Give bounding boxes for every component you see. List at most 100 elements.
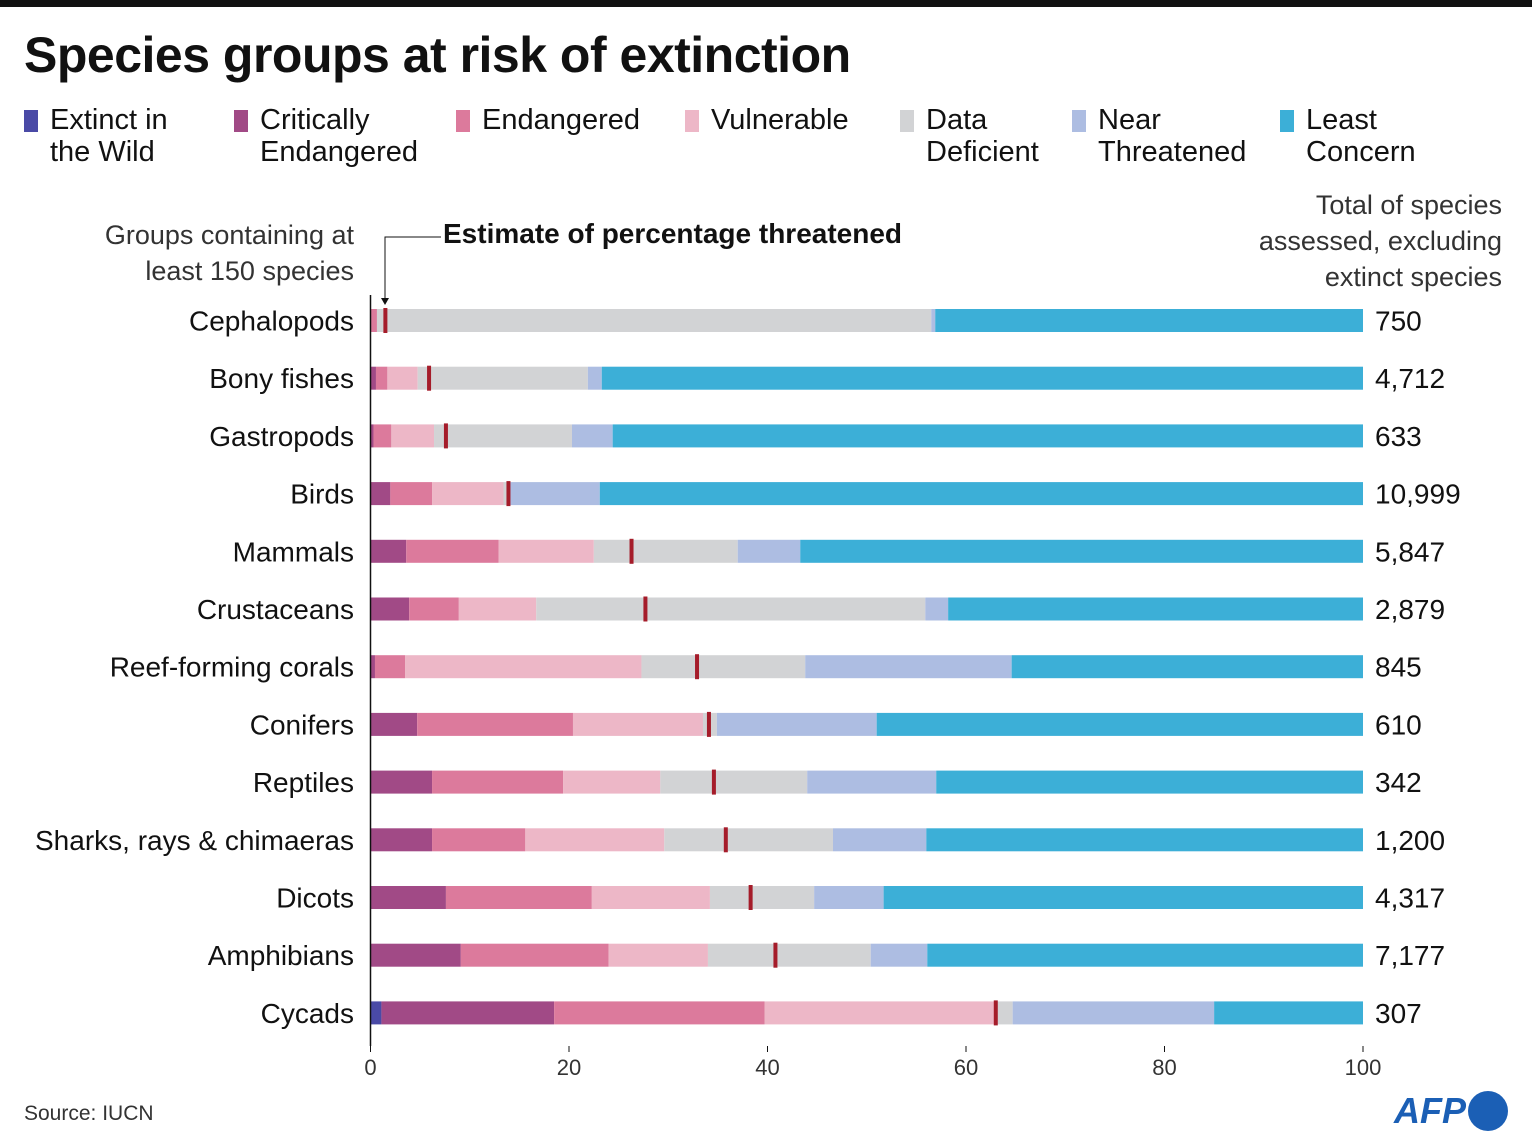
total-value: 750: [1375, 306, 1422, 337]
bar-segment: [608, 943, 708, 967]
total-value: 633: [1375, 421, 1422, 452]
bar-segment: [1214, 1001, 1363, 1025]
threatened-marker: [629, 538, 634, 564]
bar-segment: [563, 770, 661, 794]
category-label: Bony fishes: [209, 363, 354, 394]
bar-segment: [525, 828, 665, 852]
threatened-marker: [506, 481, 511, 507]
threatened-marker: [773, 942, 778, 968]
threatened-marker: [993, 1000, 998, 1026]
bar-segment: [434, 424, 572, 448]
total-value: 342: [1375, 767, 1422, 798]
bar-segment: [599, 482, 1363, 506]
bar-segment: [405, 655, 642, 679]
bar-segment: [390, 482, 433, 506]
legend-item-critically-endangered: Critically Endangered: [234, 104, 430, 168]
bar-segment: [374, 655, 406, 679]
legend-label: Least Concern: [1306, 104, 1416, 168]
threatened-marker: [723, 827, 728, 853]
bar-segment: [370, 770, 433, 794]
chart-title: Species groups at risk of extinction: [24, 27, 851, 83]
legend-label: Near Threatened: [1098, 104, 1247, 168]
bar-segment: [460, 943, 609, 967]
bar-segment: [1011, 655, 1363, 679]
bar-segment: [406, 539, 499, 563]
total-value: 610: [1375, 709, 1422, 740]
x-tick-label: 60: [954, 1055, 978, 1080]
bar-segment: [587, 366, 602, 390]
total-value: 10,999: [1375, 479, 1461, 510]
source-note: Source: IUCN: [24, 1102, 154, 1125]
bar-segment: [432, 828, 526, 852]
bar-segment: [883, 886, 1363, 909]
bar-segment: [370, 1001, 382, 1025]
bar-segment: [572, 712, 703, 736]
category-label: Conifers: [250, 709, 354, 740]
bar-segment: [370, 366, 376, 390]
legend-item-near-threatened: Near Threatened: [1072, 104, 1258, 168]
bar-segment: [641, 655, 806, 679]
bar-segment: [498, 539, 594, 563]
legend-swatch: [685, 110, 699, 132]
bar-segment: [800, 539, 1363, 563]
total-value: 845: [1375, 652, 1422, 683]
bar-segment: [376, 309, 932, 332]
total-value: 5,847: [1375, 536, 1445, 567]
threatened-marker: [427, 365, 432, 391]
legend-label: Data Deficient: [926, 104, 1039, 168]
threatened-marker: [706, 711, 711, 737]
bar-segment: [994, 1001, 1013, 1025]
threatened-marker: [383, 308, 388, 333]
threatened-marker: [443, 423, 448, 449]
bar-segment: [805, 655, 1012, 679]
legend-swatch: [1072, 110, 1086, 132]
bar-segment: [927, 943, 1363, 967]
bar-segment: [370, 828, 433, 852]
legend-item-least-concern: Least Concern: [1280, 104, 1426, 168]
total-value: 7,177: [1375, 940, 1445, 971]
category-label: Dicots: [276, 883, 354, 914]
legend-item-extinct-in-wild: Extinct in the Wild: [24, 104, 200, 168]
total-value: 4,712: [1375, 363, 1445, 394]
total-value: 307: [1375, 998, 1422, 1029]
top-rule: [0, 0, 1532, 7]
bar-segment: [370, 712, 418, 736]
bar-segment: [936, 770, 1363, 794]
bar-segment: [1012, 1001, 1215, 1025]
bar-segment: [764, 1001, 995, 1025]
bar-segment: [925, 597, 949, 621]
legend-label: Extinct in the Wild: [50, 104, 168, 168]
legend-label: Endangered: [482, 104, 641, 136]
category-label: Amphibians: [208, 940, 354, 971]
legend-item-vulnerable: Vulnerable: [685, 104, 849, 136]
legend-swatch: [234, 110, 248, 132]
legend-swatch: [24, 110, 38, 132]
bar-segment: [417, 712, 573, 736]
bar-segment: [373, 424, 392, 448]
category-label: Birds: [290, 479, 354, 510]
legend: Extinct in the Wild Critically Endangere…: [0, 104, 1532, 174]
bar-segment: [445, 886, 592, 909]
bar-segment: [593, 539, 738, 563]
bar-segment: [375, 366, 388, 390]
bar-segment: [432, 770, 564, 794]
bar-segment: [737, 539, 801, 563]
bar-segment: [716, 712, 877, 736]
x-tick-label: 80: [1152, 1055, 1176, 1080]
legend-label: Vulnerable: [711, 104, 849, 136]
threatened-marker: [748, 885, 753, 910]
category-label: Reef-forming corals: [110, 652, 354, 683]
legend-label: Critically Endangered: [260, 104, 419, 168]
category-label: Reptiles: [253, 767, 354, 798]
total-header: Total of species assessed, excluding ext…: [1258, 190, 1502, 292]
bar-segment: [370, 424, 374, 448]
bar-segment: [814, 886, 884, 909]
bar-segment: [709, 886, 815, 909]
bar-segment: [660, 770, 808, 794]
bar-segment: [370, 309, 377, 332]
bar-segment: [370, 655, 375, 679]
bar-segment: [664, 828, 834, 852]
category-label: Mammals: [233, 536, 354, 567]
bar-segment: [926, 828, 1363, 852]
